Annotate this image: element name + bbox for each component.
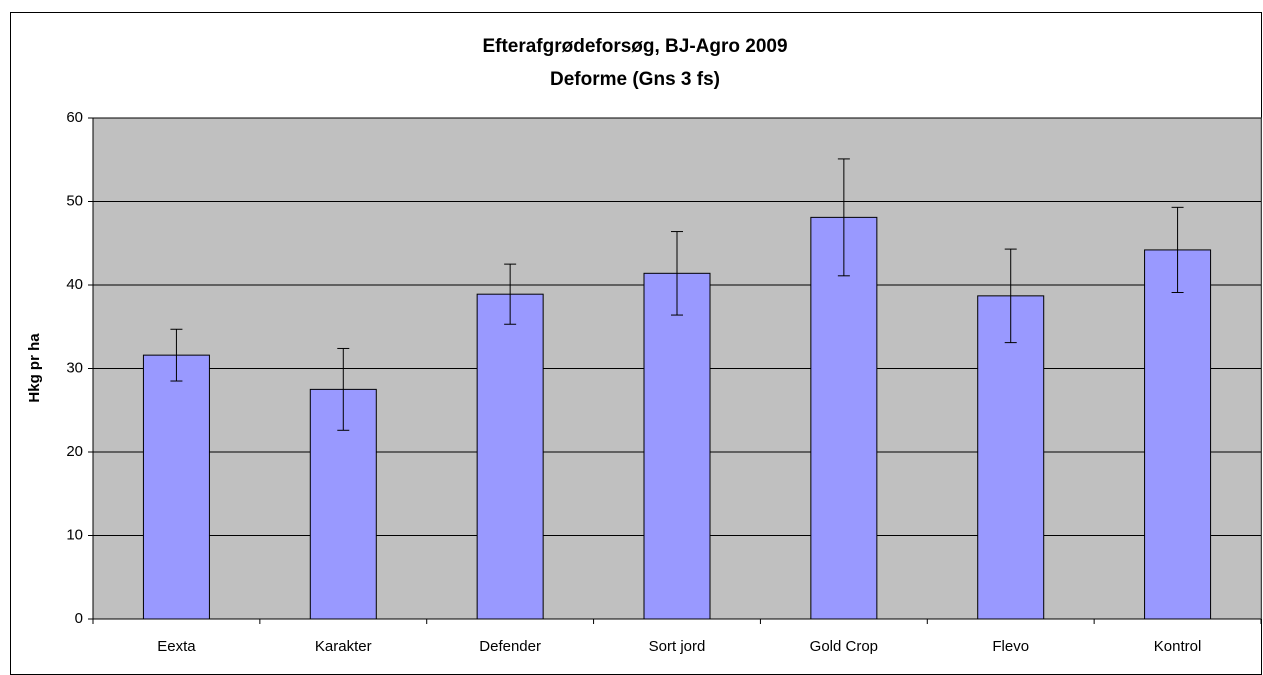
bar bbox=[810, 216, 878, 620]
bar bbox=[1144, 249, 1212, 620]
bar bbox=[142, 354, 210, 620]
x-tick-label: Flevo bbox=[992, 638, 1029, 655]
y-tick-label: 20 bbox=[66, 443, 83, 460]
y-tick-label: 0 bbox=[75, 610, 83, 627]
y-axis-title: Hkg pr ha bbox=[26, 333, 43, 403]
x-tick-label: Gold Crop bbox=[810, 638, 878, 655]
x-tick-label: Karakter bbox=[315, 638, 372, 655]
y-tick-label: 50 bbox=[66, 192, 83, 209]
x-tick-label: Defender bbox=[479, 638, 541, 655]
bar bbox=[977, 295, 1045, 620]
x-tick-label: Kontrol bbox=[1154, 638, 1202, 655]
chart-subtitle: Deforme (Gns 3 fs) bbox=[550, 69, 720, 90]
bar bbox=[643, 272, 711, 620]
y-tick-label: 40 bbox=[66, 276, 83, 293]
x-tick-label: Sort jord bbox=[649, 638, 706, 655]
chart-title: Efterafgrødeforsøg, BJ-Agro 2009 bbox=[482, 36, 787, 57]
bar bbox=[476, 293, 544, 620]
y-tick-label: 60 bbox=[66, 109, 83, 126]
y-tick-label: 10 bbox=[66, 526, 83, 543]
y-tick-label: 30 bbox=[66, 359, 83, 376]
x-tick-label: Eexta bbox=[157, 638, 196, 655]
